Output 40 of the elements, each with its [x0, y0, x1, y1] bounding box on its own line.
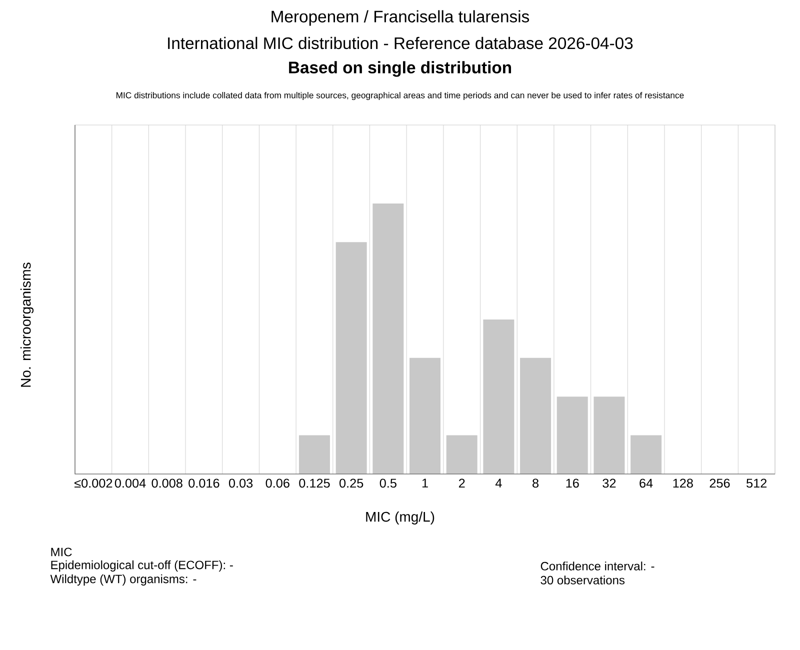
- bar: [372, 203, 404, 474]
- chart-title: Meropenem / Francisella tularensis: [272, 10, 530, 26]
- x-tick-label: 2: [458, 478, 465, 488]
- x-tick-label: 64: [640, 478, 653, 488]
- bar: [483, 320, 514, 474]
- text: Wildtype (WT) organisms: -: [50, 574, 196, 586]
- text: MIC distributions include collated data from multiple sources, geographical areas and time periods and can never be used to infer rates of resistance: [116, 92, 684, 100]
- x-tick-label: 0.004: [114, 478, 146, 488]
- x-tick-label: 4: [495, 478, 502, 488]
- text: Epidemiological cut-off (ECOFF): -: [51, 560, 233, 572]
- x-tick-label: 0.008: [152, 478, 182, 488]
- x-tick-label: 0.5: [380, 478, 396, 488]
- x-tick-label: 0.25: [339, 478, 364, 488]
- x-tick-label: 8: [532, 478, 539, 488]
- x-tick-label: 0.016: [188, 478, 220, 488]
- x-tick-label: 0.06: [266, 478, 290, 488]
- bar: [630, 435, 662, 474]
- bar: [520, 358, 552, 474]
- text: 30 observations: [540, 576, 625, 584]
- x-tick-label: 1: [422, 478, 428, 488]
- x-tick-label: 512: [746, 478, 767, 488]
- x-tick-label: ≤0.002: [74, 478, 112, 488]
- x-tick-label: 256: [710, 478, 730, 488]
- bar: [556, 396, 588, 474]
- x-tick-label: 32: [602, 478, 616, 488]
- text: Based on single distribution: [289, 61, 512, 77]
- text: Confidence interval: -: [540, 562, 654, 570]
- bar: [594, 396, 625, 474]
- bar: [336, 242, 367, 474]
- text: MIC: [51, 548, 72, 556]
- bar: [298, 435, 330, 474]
- x-tick-label: 128: [673, 478, 693, 488]
- chart-subtitle: International MIC distribution - Reference database 2026-04-03: [168, 36, 633, 50]
- x-tick-label: 16: [566, 478, 579, 488]
- x-tick-label: 0.125: [299, 478, 330, 488]
- x-axis-title: MIC (mg/L): [366, 511, 434, 525]
- bar: [446, 435, 478, 474]
- y-axis-title: No. microorganisms: [20, 262, 34, 387]
- bar: [410, 358, 441, 474]
- x-tick-label: 0.03: [228, 478, 253, 488]
